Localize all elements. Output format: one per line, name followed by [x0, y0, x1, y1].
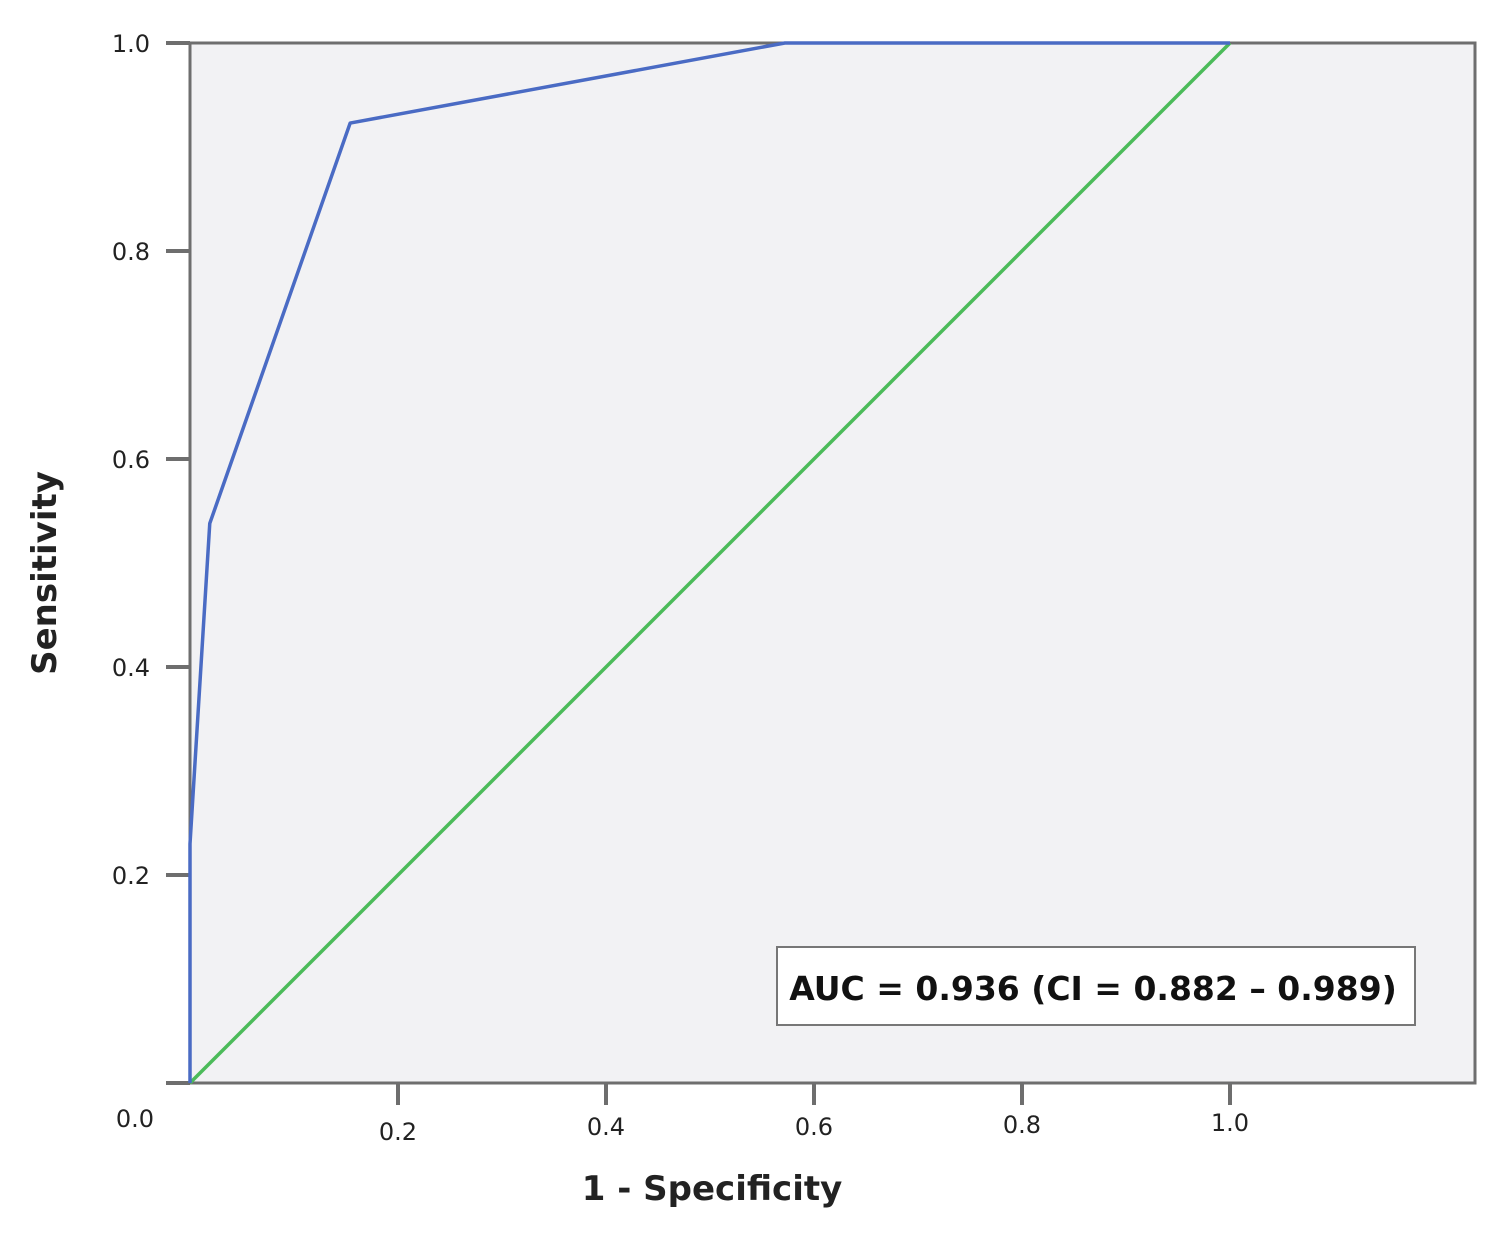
auc-annotation: AUC = 0.936 (CI = 0.882 – 0.989) [789, 969, 1397, 1008]
plot-area [188, 41, 1477, 1085]
y-tick-label: 0.8 [112, 238, 150, 266]
roc-curve-line [188, 41, 1230, 1083]
y-tick-label: 1.0 [112, 30, 150, 58]
reference-line-line [188, 41, 1232, 1085]
x-tick-label: 0.6 [795, 1113, 833, 1141]
y-tick-label: 0.2 [112, 862, 150, 890]
y-axis-label: Sensitivity [25, 471, 65, 675]
auc-annotation-box [776, 946, 1416, 1026]
x-axis-label: 1 - Specificity [582, 1169, 843, 1209]
x-tick-label: 0.8 [1003, 1111, 1041, 1139]
y-tick-label: 0.4 [112, 654, 150, 682]
y-tick-label: 0.6 [112, 446, 150, 474]
origin-label: 0.0 [116, 1105, 154, 1133]
x-tick-label: 0.2 [379, 1118, 417, 1146]
x-tick-label: 0.4 [587, 1113, 625, 1141]
x-tick-label: 1.0 [1211, 1109, 1249, 1137]
